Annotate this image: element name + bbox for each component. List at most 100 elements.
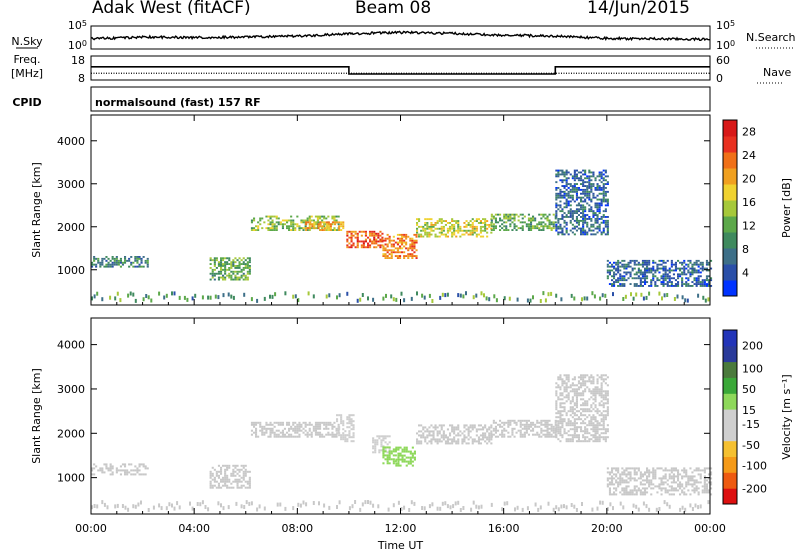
velocity-cell (340, 414, 343, 417)
power-cell (525, 223, 528, 226)
velocity-cell (584, 384, 587, 387)
velocity-cell (430, 440, 433, 443)
velocity-cell (226, 478, 229, 481)
power-cell (623, 283, 626, 285)
power-cell (283, 223, 286, 226)
power-cell (457, 231, 460, 234)
power-cell (580, 198, 583, 201)
power-cell (400, 291, 403, 296)
velocity-cell (446, 428, 449, 431)
velocity-cell (461, 432, 464, 435)
power-cell (346, 291, 349, 296)
power-cell (121, 263, 124, 266)
power-cell (557, 194, 560, 197)
velocity-cell (625, 489, 628, 492)
velocity-cell (509, 421, 512, 424)
power-cell (436, 220, 439, 222)
power-cell (277, 221, 280, 224)
power-cell (265, 215, 268, 218)
power-cell (477, 218, 480, 221)
velocity-cell (451, 430, 454, 433)
velocity-cell (517, 429, 520, 432)
power-cell (236, 278, 239, 281)
velocity-cell (600, 396, 603, 399)
power-cell (600, 188, 603, 191)
velocity-cell (263, 427, 266, 430)
velocity-cell (230, 482, 233, 485)
velocity-cell (570, 503, 573, 507)
velocity-cell (670, 477, 673, 480)
velocity-cell (271, 429, 274, 432)
xtick-label: 12:00 (385, 522, 417, 535)
velocity-cell (577, 436, 580, 439)
power-cell (683, 273, 686, 276)
velocity-cell (494, 421, 497, 424)
power-cell (101, 263, 104, 266)
power-cell (565, 202, 568, 205)
velocity-cell (546, 427, 549, 430)
velocity-cell (652, 477, 655, 480)
velocity-cell (693, 479, 696, 482)
velocity-cell (220, 478, 223, 481)
velocity-cell (658, 485, 661, 488)
power-cell (484, 227, 487, 230)
power-cell (331, 229, 334, 231)
power-cell (588, 208, 591, 211)
velocity-cell (469, 430, 472, 433)
velocity-cell (565, 376, 568, 379)
power-cell (316, 221, 319, 224)
velocity-cell (444, 442, 447, 445)
power-cell (451, 220, 454, 222)
power-cell (415, 233, 418, 236)
power-cell (569, 183, 572, 185)
power-cell (356, 232, 359, 235)
power-cell (654, 275, 657, 278)
velocity-cell (499, 425, 502, 428)
power-cell (687, 263, 690, 266)
power-cell (413, 239, 416, 242)
power-cell (273, 225, 276, 228)
velocity-cell (664, 477, 667, 480)
velocity-cell (571, 440, 574, 443)
power-cell (683, 271, 686, 274)
velocity-cell (109, 473, 112, 476)
power-cell (132, 292, 135, 297)
velocity-cell (602, 396, 605, 399)
power-cell (577, 208, 580, 211)
velocity-cell (442, 424, 445, 427)
power-cell (615, 281, 618, 283)
velocity-cell (290, 433, 293, 436)
power-cell (625, 273, 628, 276)
velocity-cell (463, 426, 466, 429)
velocity-cell (654, 473, 657, 476)
velocity-cell (424, 438, 427, 441)
velocity-cell (652, 483, 655, 486)
power-cell (584, 210, 587, 213)
velocity-cell (575, 406, 578, 409)
velocity-cell (298, 435, 301, 438)
velocity-cell (672, 477, 675, 480)
velocity-cell (561, 392, 564, 395)
power-cell (511, 213, 514, 216)
velocity-cell (242, 472, 245, 475)
power-cell (224, 270, 227, 273)
velocity-cell (598, 414, 601, 417)
velocity-cell (590, 410, 593, 413)
power-cell (652, 275, 655, 278)
power-cell (107, 261, 110, 264)
power-cell (93, 263, 96, 266)
velocity-cell (457, 432, 460, 435)
power-cell (313, 227, 316, 230)
velocity-cell (637, 469, 640, 472)
velocity-cell (590, 392, 593, 395)
velocity-cell (561, 380, 564, 383)
power-cell (302, 221, 305, 224)
power-cell (604, 208, 607, 211)
power-cell (313, 223, 316, 226)
power-cell (674, 263, 677, 266)
power-cell (259, 217, 262, 220)
power-cell (217, 278, 220, 281)
power-cell (420, 233, 423, 236)
power-cell (658, 267, 661, 270)
velocity-cell (598, 376, 601, 379)
